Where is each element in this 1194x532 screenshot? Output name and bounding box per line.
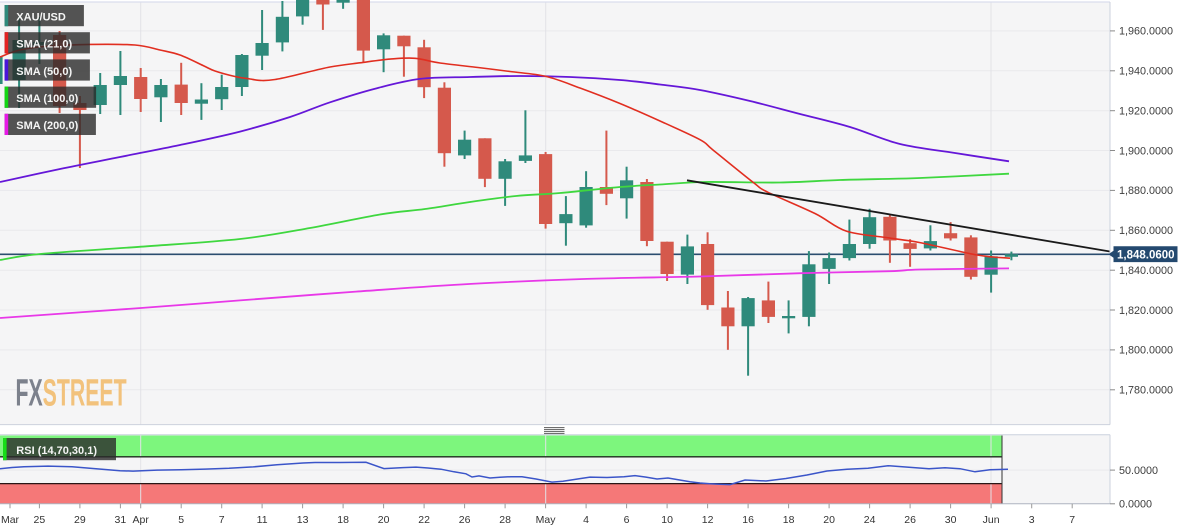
svg-text:28: 28 [499, 514, 511, 526]
svg-text:May: May [536, 514, 557, 526]
svg-text:1,848.0600: 1,848.0600 [1117, 249, 1175, 261]
svg-text:0.0000: 0.0000 [1119, 499, 1152, 511]
svg-text:Jun: Jun [983, 514, 1000, 526]
svg-text:6: 6 [624, 514, 630, 526]
svg-text:1,820.0000: 1,820.0000 [1119, 305, 1173, 317]
svg-text:22: 22 [418, 514, 430, 526]
svg-text:31: 31 [115, 514, 127, 526]
svg-text:12: 12 [702, 514, 714, 526]
svg-text:16: 16 [742, 514, 754, 526]
svg-text:1,900.0000: 1,900.0000 [1119, 145, 1173, 157]
svg-text:4: 4 [583, 514, 589, 526]
svg-text:1,860.0000: 1,860.0000 [1119, 225, 1173, 237]
svg-text:Apr: Apr [133, 514, 150, 526]
svg-text:1,960.0000: 1,960.0000 [1119, 26, 1173, 38]
svg-text:13: 13 [297, 514, 309, 526]
svg-text:3: 3 [1029, 514, 1035, 526]
svg-text:SMA (200,0): SMA (200,0) [16, 120, 78, 132]
svg-text:26: 26 [459, 514, 471, 526]
svg-text:7: 7 [1069, 514, 1075, 526]
svg-text:SMA (21,0): SMA (21,0) [16, 39, 72, 51]
svg-text:XAU/USD: XAU/USD [16, 11, 66, 23]
svg-text:Mar: Mar [1, 514, 20, 526]
svg-text:1,880.0000: 1,880.0000 [1119, 185, 1173, 197]
svg-text:25: 25 [34, 514, 46, 526]
svg-text:FXSTREET: FXSTREET [16, 371, 127, 414]
svg-text:SMA (100,0): SMA (100,0) [16, 93, 78, 105]
svg-text:RSI (14,70,30,1): RSI (14,70,30,1) [16, 445, 97, 457]
svg-text:30: 30 [945, 514, 957, 526]
svg-text:10: 10 [661, 514, 673, 526]
svg-text:20: 20 [378, 514, 390, 526]
svg-text:5: 5 [178, 514, 184, 526]
svg-text:1,840.0000: 1,840.0000 [1119, 265, 1173, 277]
svg-text:18: 18 [783, 514, 795, 526]
svg-text:24: 24 [864, 514, 876, 526]
svg-text:1,920.0000: 1,920.0000 [1119, 106, 1173, 118]
svg-text:7: 7 [219, 514, 225, 526]
svg-text:11: 11 [257, 514, 268, 526]
svg-text:20: 20 [823, 514, 835, 526]
svg-text:18: 18 [337, 514, 349, 526]
svg-text:50.0000: 50.0000 [1119, 465, 1158, 477]
svg-text:1,800.0000: 1,800.0000 [1119, 345, 1173, 357]
svg-text:1,780.0000: 1,780.0000 [1119, 385, 1173, 397]
svg-text:SMA (50,0): SMA (50,0) [16, 66, 72, 78]
svg-text:26: 26 [904, 514, 916, 526]
svg-text:29: 29 [74, 514, 86, 526]
svg-text:1,940.0000: 1,940.0000 [1119, 66, 1173, 78]
